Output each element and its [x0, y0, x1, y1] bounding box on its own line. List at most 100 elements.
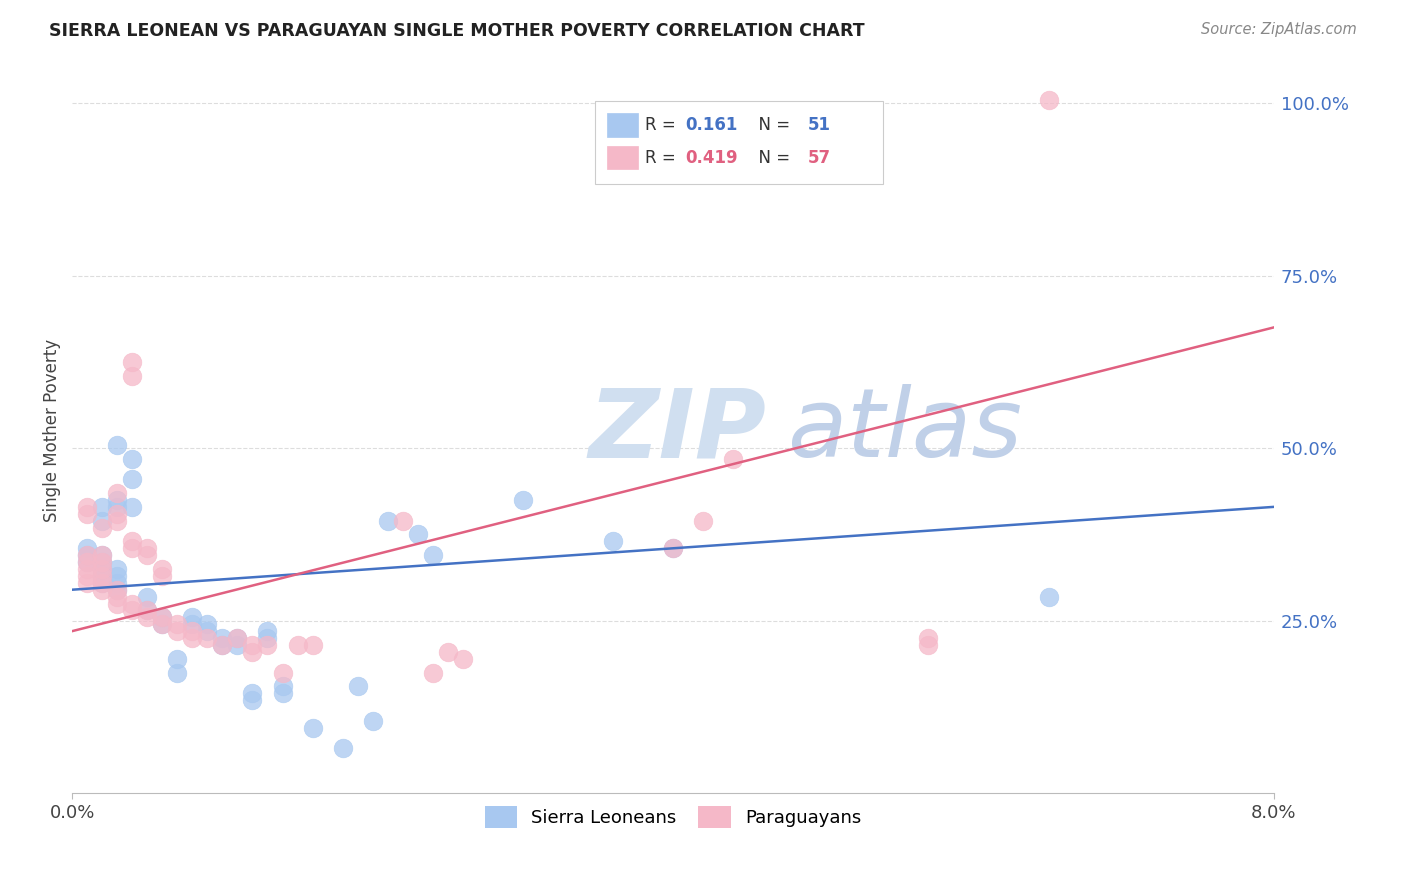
FancyBboxPatch shape — [607, 146, 638, 169]
Point — [242, 686, 264, 700]
Point — [211, 638, 233, 652]
Point — [105, 500, 128, 514]
Text: N =: N = — [748, 116, 794, 134]
Point — [121, 534, 143, 549]
Point — [181, 610, 204, 624]
Point — [136, 603, 159, 617]
Point — [105, 486, 128, 500]
Point — [181, 624, 204, 639]
Point — [121, 451, 143, 466]
Point — [166, 651, 188, 665]
Point — [181, 617, 204, 632]
Point — [91, 569, 114, 583]
Point — [301, 721, 323, 735]
Point — [150, 610, 173, 624]
Text: atlas: atlas — [787, 384, 1022, 477]
Point — [105, 507, 128, 521]
Text: Source: ZipAtlas.com: Source: ZipAtlas.com — [1201, 22, 1357, 37]
Point — [166, 624, 188, 639]
Point — [361, 714, 384, 728]
Point — [226, 631, 249, 645]
Text: SIERRA LEONEAN VS PARAGUAYAN SINGLE MOTHER POVERTY CORRELATION CHART: SIERRA LEONEAN VS PARAGUAYAN SINGLE MOTH… — [49, 22, 865, 40]
Point — [91, 520, 114, 534]
Point — [105, 569, 128, 583]
Point — [211, 638, 233, 652]
Point — [197, 624, 219, 639]
Point — [332, 741, 354, 756]
Point — [121, 500, 143, 514]
Point — [271, 686, 294, 700]
Point — [721, 451, 744, 466]
Point — [105, 438, 128, 452]
Point — [1038, 93, 1060, 107]
Point — [91, 548, 114, 562]
Point — [150, 569, 173, 583]
Point — [105, 582, 128, 597]
Point — [451, 651, 474, 665]
Point — [197, 631, 219, 645]
Point — [377, 514, 399, 528]
Point — [76, 575, 98, 590]
Point — [105, 492, 128, 507]
Point — [91, 555, 114, 569]
Point — [150, 610, 173, 624]
Text: 0.419: 0.419 — [685, 149, 738, 167]
Text: R =: R = — [645, 149, 682, 167]
Point — [76, 569, 98, 583]
Text: 57: 57 — [807, 149, 831, 167]
Point — [301, 638, 323, 652]
Point — [271, 679, 294, 693]
Point — [91, 562, 114, 576]
Point — [602, 534, 624, 549]
Point — [121, 603, 143, 617]
Point — [121, 541, 143, 556]
Point — [226, 638, 249, 652]
Point — [256, 624, 278, 639]
Point — [662, 541, 685, 556]
Point — [136, 548, 159, 562]
Point — [91, 562, 114, 576]
Point — [197, 617, 219, 632]
Point — [121, 355, 143, 369]
Point — [136, 603, 159, 617]
Point — [1038, 590, 1060, 604]
Point — [121, 597, 143, 611]
Point — [91, 582, 114, 597]
Point — [91, 514, 114, 528]
Point — [662, 541, 685, 556]
FancyBboxPatch shape — [607, 113, 638, 136]
Point — [76, 555, 98, 569]
Point — [136, 610, 159, 624]
Point — [512, 492, 534, 507]
Point — [166, 617, 188, 632]
Point — [917, 631, 939, 645]
FancyBboxPatch shape — [595, 101, 883, 185]
Point — [242, 638, 264, 652]
Point — [76, 541, 98, 556]
Point — [181, 631, 204, 645]
Point — [91, 575, 114, 590]
Point — [105, 575, 128, 590]
Point — [422, 665, 444, 680]
Point — [136, 541, 159, 556]
Legend: Sierra Leoneans, Paraguayans: Sierra Leoneans, Paraguayans — [477, 798, 869, 835]
Point — [211, 631, 233, 645]
Point — [76, 548, 98, 562]
Point — [287, 638, 309, 652]
Point — [242, 693, 264, 707]
Point — [150, 617, 173, 632]
Point — [917, 638, 939, 652]
Point — [76, 500, 98, 514]
Point — [271, 665, 294, 680]
Point — [136, 590, 159, 604]
Point — [105, 590, 128, 604]
Text: 0.161: 0.161 — [685, 116, 737, 134]
Point — [242, 645, 264, 659]
Point — [121, 472, 143, 486]
Point — [226, 631, 249, 645]
Point — [256, 631, 278, 645]
Point — [105, 562, 128, 576]
Point — [406, 527, 429, 541]
Point — [121, 368, 143, 383]
Point — [76, 507, 98, 521]
